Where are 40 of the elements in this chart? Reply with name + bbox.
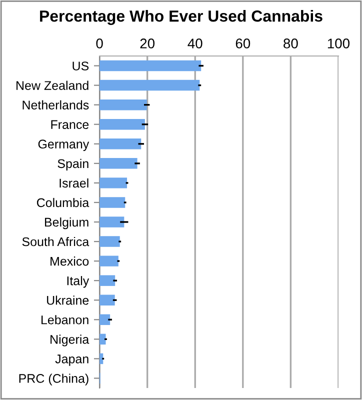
bar [100,138,142,150]
bar [100,99,147,110]
bar [100,60,202,72]
bar [100,216,124,228]
y-tick-label: Israel [60,178,88,188]
bar [100,353,104,364]
bar [100,178,128,188]
y-tick-label: Spain [58,158,88,171]
y-tick-label: Columbia [36,198,90,208]
bar [100,197,126,208]
y-tick-label: US [72,62,89,70]
bar [100,334,106,345]
bar [100,256,118,266]
x-tick-label: 20 [140,38,155,48]
y-tick-label: Belgium [45,217,88,230]
y-tick-label: South Africa [22,237,90,246]
x-tick-label: 40 [188,38,202,48]
bar [100,314,110,326]
y-tick-label: Ukraine [47,296,89,305]
bar [100,80,200,91]
chart-title: Percentage Who Ever Used Cannabis [40,10,322,25]
y-tick-label: Netherlands [22,100,89,110]
bar [100,236,120,247]
y-tick-label: Italy [67,276,90,288]
x-tick-label: 60 [236,38,250,48]
y-tick-label: Germany [38,140,90,152]
bar [100,294,115,306]
y-tick-label: New Zealand [16,80,88,90]
y-tick-label: PRC (China) [19,374,88,386]
y-tick-label: Mexico [50,256,89,266]
x-tick-label: 80 [284,38,298,48]
x-tick-label: 100 [328,38,350,48]
x-tick-label: 0 [96,38,103,48]
y-tick-label: Nigeria [50,334,90,346]
y-tick-label: France [51,120,89,130]
bar [100,118,145,130]
y-tick-label: Lebanon [42,315,88,324]
bar [100,275,116,286]
bar [100,158,138,169]
y-tick-label: Japan [55,354,88,366]
